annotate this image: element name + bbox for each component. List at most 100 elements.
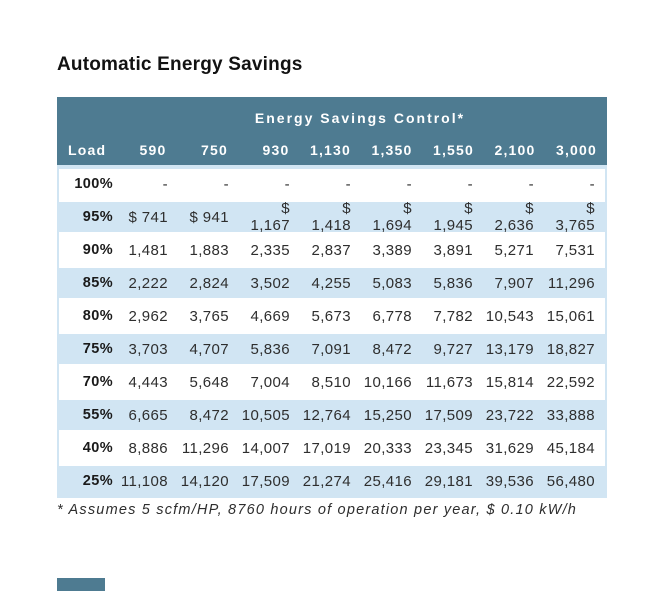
table-row: 80% 2,962 3,765 4,669 5,673 6,778 7,782 10,543 1… — [59, 301, 605, 331]
value-cell: 2,222 — [128, 274, 168, 292]
value-cell: $ 1,945 — [433, 200, 473, 234]
value-cell: 8,472 — [189, 406, 229, 424]
load-cell: 55% — [82, 407, 113, 423]
value-cell: 25,416 — [363, 472, 412, 490]
value-cell: - — [467, 175, 473, 193]
value-cell: 10,505 — [241, 406, 290, 424]
value-cell: 9,727 — [433, 340, 473, 358]
column-header: 1,130 — [309, 141, 351, 158]
value-cell: 3,891 — [433, 241, 473, 259]
value-cell: - — [284, 175, 290, 193]
load-cell: 80% — [82, 308, 113, 324]
value-cell: 2,335 — [250, 241, 290, 259]
column-header: 1,550 — [432, 141, 474, 158]
table-row: 55% 6,665 8,472 10,505 12,764 15,250 17,509 23,… — [59, 400, 605, 430]
column-header: 930 — [262, 141, 290, 158]
value-cell: $ 1,167 — [250, 200, 290, 234]
value-cell: 3,703 — [128, 340, 168, 358]
value-cell: 7,004 — [250, 373, 290, 391]
value-cell: 2,837 — [311, 241, 351, 259]
table-row: 90% 1,481 1,883 2,335 2,837 3,389 3,891 5,271 7,… — [59, 235, 605, 265]
load-cell: 70% — [82, 374, 113, 390]
column-header: 3,000 — [555, 141, 597, 158]
value-cell: 5,836 — [250, 340, 290, 358]
table-row: 95% $ 741 $ 941 $ 1,167 $ 1,418 $ 1,694 $ 1,94… — [59, 200, 605, 234]
value-cell: 6,665 — [128, 406, 168, 424]
value-cell: $ 1,418 — [311, 200, 351, 234]
value-cell: 11,296 — [181, 439, 229, 457]
value-cell: 18,827 — [546, 340, 595, 358]
value-cell: 8,472 — [372, 340, 412, 358]
value-cell: 15,061 — [546, 307, 595, 325]
table-row: 70% 4,443 5,648 7,004 8,510 10,166 11,673 15,81… — [59, 367, 605, 397]
value-cell: 17,019 — [302, 439, 351, 457]
value-cell: 3,765 — [189, 307, 229, 325]
column-header-load: Load — [68, 141, 107, 158]
column-header: 750 — [201, 141, 228, 158]
value-cell: 7,531 — [555, 241, 595, 259]
value-cell: 11,108 — [120, 472, 168, 490]
table-row: 85% 2,222 2,824 3,502 4,255 5,083 5,836 7,907 11… — [59, 268, 605, 298]
value-cell: 2,962 — [128, 307, 168, 325]
value-cell: 7,782 — [433, 307, 473, 325]
value-cell: 39,536 — [485, 472, 534, 490]
value-cell: - — [528, 175, 534, 193]
value-cell: 33,888 — [546, 406, 595, 424]
value-cell: 5,673 — [311, 307, 351, 325]
table-row: 25% 11,108 14,120 17,509 21,274 25,416 29,181 3… — [59, 466, 605, 496]
table-row: 100% - - - - - - - - — [59, 169, 605, 199]
value-cell: $ 941 — [189, 208, 229, 226]
load-cell: 90% — [82, 242, 113, 258]
value-cell: 4,707 — [189, 340, 229, 358]
value-cell: 21,274 — [302, 472, 351, 490]
value-cell: - — [589, 175, 595, 193]
value-cell: 3,389 — [372, 241, 412, 259]
value-cell: 5,648 — [189, 373, 229, 391]
value-cell: 11,673 — [425, 373, 473, 391]
value-cell: 3,502 — [250, 274, 290, 292]
load-cell: 25% — [82, 473, 113, 489]
value-cell: - — [223, 175, 229, 193]
energy-savings-table: Energy Savings Control* Load 590 750 930 1,1… — [57, 97, 607, 498]
value-cell: 10,166 — [363, 373, 412, 391]
value-cell: $ 2,636 — [494, 200, 534, 234]
load-cell: 100% — [74, 176, 113, 192]
value-cell: 6,778 — [372, 307, 412, 325]
value-cell: 1,883 — [189, 241, 229, 259]
load-cell: 85% — [82, 275, 113, 291]
load-cell: 75% — [82, 341, 113, 357]
value-cell: 4,669 — [250, 307, 290, 325]
value-cell: 4,255 — [311, 274, 351, 292]
value-cell: 23,345 — [424, 439, 473, 457]
value-cell: 12,764 — [302, 406, 351, 424]
value-cell: 2,824 — [189, 274, 229, 292]
value-cell: 10,543 — [485, 307, 534, 325]
value-cell: $ 1,694 — [372, 200, 412, 234]
value-cell: 56,480 — [546, 472, 595, 490]
value-cell: 5,271 — [494, 241, 534, 259]
value-cell: 23,722 — [485, 406, 534, 424]
value-cell: 5,836 — [433, 274, 473, 292]
column-header: 1,350 — [371, 141, 413, 158]
value-cell: - — [345, 175, 351, 193]
value-cell: 15,814 — [485, 373, 534, 391]
value-cell: 13,179 — [485, 340, 534, 358]
page-title: Automatic Energy Savings — [57, 54, 303, 75]
value-cell: 14,007 — [241, 439, 290, 457]
value-cell: 4,443 — [128, 373, 168, 391]
value-cell: 1,481 — [128, 241, 168, 259]
value-cell: 31,629 — [485, 439, 534, 457]
value-cell: 14,120 — [180, 472, 229, 490]
value-cell: 8,510 — [311, 373, 351, 391]
table-body: 100% - - - - - - - - 95% $ 741 $ 941 $ 1,167 $ 1,418 $… — [57, 165, 607, 498]
load-cell: 40% — [82, 440, 113, 456]
value-cell: $ 741 — [128, 208, 168, 226]
table-row: 40% 8,886 11,296 14,007 17,019 20,333 23,345 31… — [59, 433, 605, 463]
value-cell: 29,181 — [424, 472, 473, 490]
value-cell: 5,083 — [372, 274, 412, 292]
value-cell: 7,907 — [494, 274, 534, 292]
footnote: * Assumes 5 scfm/HP, 8760 hours of opera… — [57, 502, 578, 518]
table-span-header: Energy Savings Control* — [57, 97, 607, 134]
value-cell: - — [406, 175, 412, 193]
value-cell: 17,509 — [241, 472, 290, 490]
